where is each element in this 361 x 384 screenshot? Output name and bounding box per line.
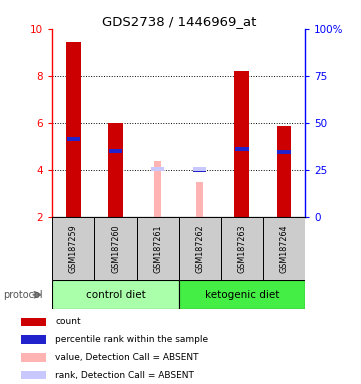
Bar: [154, 161, 161, 217]
Bar: [67, 137, 80, 141]
Bar: [263, 217, 305, 280]
Bar: [52, 280, 179, 309]
Text: GSM187260: GSM187260: [111, 224, 120, 273]
Text: value, Detection Call = ABSENT: value, Detection Call = ABSENT: [55, 353, 199, 362]
Text: GSM187259: GSM187259: [69, 224, 78, 273]
Bar: [21, 318, 45, 326]
Bar: [66, 42, 81, 217]
Title: GDS2738 / 1446969_at: GDS2738 / 1446969_at: [101, 15, 256, 28]
Text: GSM187262: GSM187262: [195, 224, 204, 273]
Bar: [109, 149, 122, 153]
Bar: [193, 168, 206, 172]
Bar: [179, 217, 221, 280]
Bar: [277, 150, 291, 154]
Bar: [21, 335, 45, 344]
Bar: [151, 167, 164, 171]
Bar: [193, 167, 206, 171]
Text: ketogenic diet: ketogenic diet: [205, 290, 279, 300]
Text: control diet: control diet: [86, 290, 145, 300]
Bar: [277, 126, 291, 217]
Text: GSM187264: GSM187264: [279, 224, 288, 273]
Text: percentile rank within the sample: percentile rank within the sample: [55, 335, 208, 344]
Bar: [235, 147, 249, 151]
Text: protocol: protocol: [4, 290, 43, 300]
Bar: [95, 217, 136, 280]
Bar: [221, 217, 263, 280]
Bar: [179, 280, 305, 309]
Bar: [136, 217, 179, 280]
Text: GSM187263: GSM187263: [238, 224, 246, 273]
Bar: [196, 182, 203, 217]
Text: count: count: [55, 317, 81, 326]
Bar: [108, 123, 123, 217]
Bar: [21, 371, 45, 379]
Bar: [21, 353, 45, 362]
Bar: [235, 71, 249, 217]
Text: GSM187261: GSM187261: [153, 224, 162, 273]
Bar: [52, 217, 95, 280]
Text: rank, Detection Call = ABSENT: rank, Detection Call = ABSENT: [55, 371, 194, 380]
